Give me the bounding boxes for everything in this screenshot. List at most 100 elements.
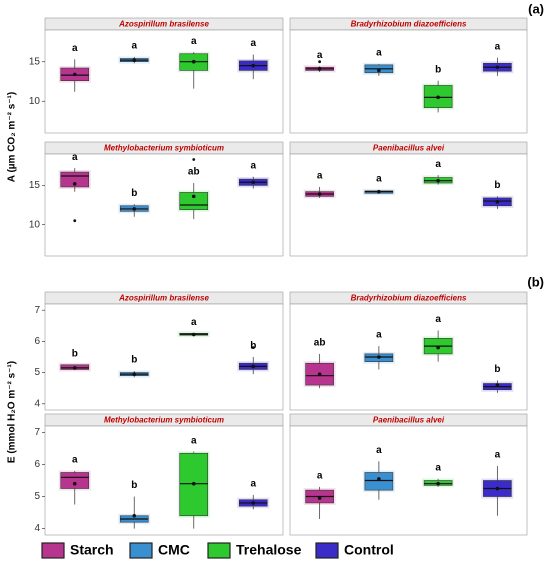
significance-letter: a xyxy=(191,317,197,328)
significance-letter: a xyxy=(72,152,78,163)
significance-letter: a xyxy=(376,445,382,456)
significance-letter: b xyxy=(250,341,256,352)
significance-letter: b xyxy=(131,355,137,366)
significance-letter: a xyxy=(317,50,323,61)
mean xyxy=(251,501,256,505)
box xyxy=(60,472,90,489)
mean xyxy=(377,189,381,194)
plot-frame xyxy=(44,303,284,411)
significance-letter: a xyxy=(317,471,323,482)
legend-label: Trehalose xyxy=(236,542,302,558)
significance-letter: a xyxy=(250,160,256,171)
significance-letter: a xyxy=(435,314,441,325)
legend-swatch xyxy=(41,542,65,559)
mean xyxy=(251,364,256,369)
y-tick-label: 6 xyxy=(34,459,40,470)
significance-letter: b xyxy=(131,480,137,491)
significance-letter: b xyxy=(494,180,500,191)
mean xyxy=(436,95,440,100)
legend-swatch xyxy=(315,542,339,559)
significance-letter: b xyxy=(494,364,500,375)
significance-letter: a xyxy=(435,159,441,170)
mean xyxy=(495,383,500,387)
significance-letter: a xyxy=(131,41,137,52)
mean xyxy=(251,63,256,68)
outlier xyxy=(73,219,77,223)
mean xyxy=(72,72,77,77)
facet-title: Methylobacterium symbioticum xyxy=(104,144,224,153)
mean xyxy=(377,477,381,481)
mean xyxy=(377,355,381,359)
significance-letter: a xyxy=(72,43,78,54)
panel-label: (a) xyxy=(528,1,544,16)
mean xyxy=(191,332,196,337)
significance-letter: a xyxy=(250,38,256,49)
significance-letter: ab xyxy=(314,338,326,349)
mean xyxy=(132,207,137,211)
outlier xyxy=(192,158,196,161)
mean xyxy=(317,67,322,71)
mean xyxy=(436,481,440,486)
legend-swatch xyxy=(207,542,231,559)
significance-letter: b xyxy=(131,188,137,199)
y-tick-label: 10 xyxy=(29,96,41,107)
mean xyxy=(132,58,137,62)
plot-frame xyxy=(289,303,528,411)
y-tick-label: 15 xyxy=(29,180,41,191)
y-tick-label: 6 xyxy=(34,336,40,347)
y-tick-label: 5 xyxy=(34,491,40,502)
mean xyxy=(317,192,322,196)
plot-frame xyxy=(44,29,284,134)
mean xyxy=(72,366,77,370)
significance-letter: a xyxy=(376,174,382,185)
significance-letter: b xyxy=(435,64,441,75)
panel-label: (b) xyxy=(527,274,544,289)
y-tick-label: 10 xyxy=(29,219,41,230)
mean xyxy=(191,59,196,64)
mean xyxy=(191,481,196,486)
legend-label: CMC xyxy=(158,542,190,558)
mean xyxy=(495,200,500,204)
plot-frame xyxy=(44,153,284,257)
mean xyxy=(436,178,440,183)
y-tick-label: 7 xyxy=(34,427,40,438)
legend-label: Control xyxy=(344,542,394,558)
significance-letter: a xyxy=(495,41,501,52)
significance-letter: a xyxy=(376,48,382,59)
mean xyxy=(317,372,322,376)
significance-letter: ab xyxy=(188,167,200,178)
mean xyxy=(191,194,196,199)
mean xyxy=(495,65,500,70)
mean xyxy=(317,496,322,500)
facet-title: Paenibacillus alvei xyxy=(373,416,445,425)
y-axis-label: A (µm CO₂ m⁻² s⁻¹) xyxy=(7,92,18,182)
outlier xyxy=(251,346,255,350)
facet-title: Azospirillum brasilense xyxy=(118,20,209,29)
significance-letter: a xyxy=(376,330,382,341)
significance-letter: b xyxy=(72,348,78,359)
outlier xyxy=(318,60,322,64)
mean xyxy=(72,481,77,486)
mean xyxy=(377,68,381,73)
y-axis-label: E (mmol H₂O m⁻² s⁻¹) xyxy=(7,361,18,463)
mean xyxy=(495,486,500,491)
significance-letter: a xyxy=(435,463,441,474)
significance-letter: a xyxy=(495,450,501,461)
facet-title: Methylobacterium symbioticum xyxy=(104,416,224,425)
mean xyxy=(251,180,256,185)
legend-swatch xyxy=(129,542,153,559)
legend-label: Starch xyxy=(70,542,114,558)
facet-title: Paenibacillus alvei xyxy=(373,144,445,153)
significance-letter: a xyxy=(317,171,323,182)
y-tick-label: 4 xyxy=(34,398,40,409)
significance-letter: a xyxy=(72,455,78,466)
facet-title: Bradyrhizobium diazoefficiens xyxy=(351,294,467,303)
plot-frame xyxy=(289,29,528,134)
y-tick-label: 15 xyxy=(29,56,41,67)
y-tick-label: 7 xyxy=(34,305,40,316)
y-tick-label: 5 xyxy=(34,367,40,378)
facet-title: Azospirillum brasilense xyxy=(118,294,209,303)
mean xyxy=(132,372,137,376)
significance-letter: a xyxy=(191,435,197,446)
